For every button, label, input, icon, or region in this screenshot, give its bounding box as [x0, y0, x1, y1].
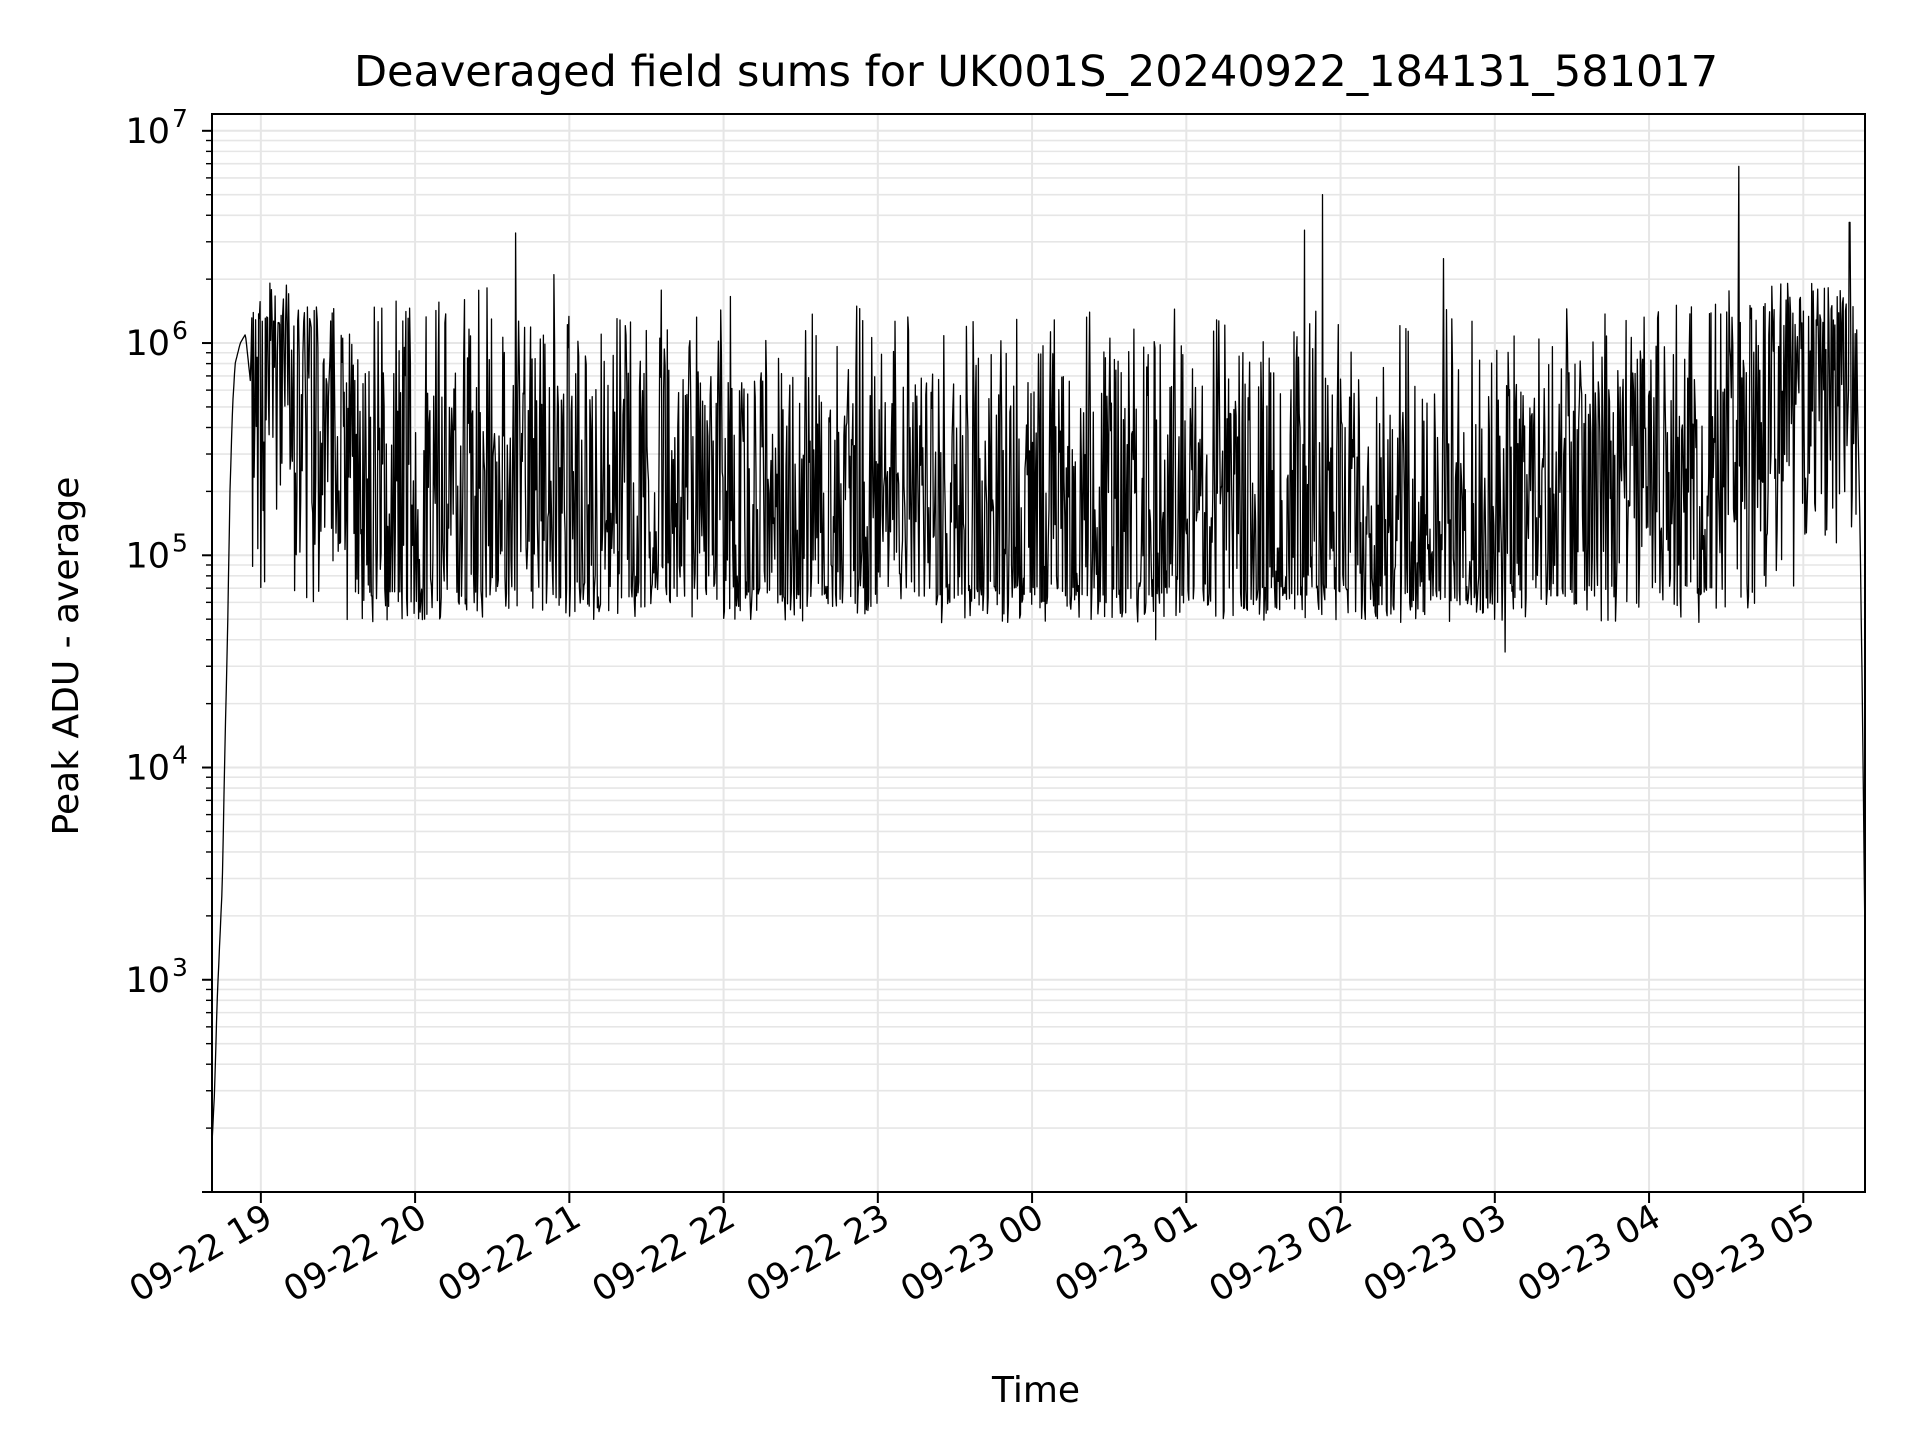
series-line [211, 165, 1866, 1144]
y-tick-label-base: 10 [125, 112, 170, 152]
y-tick-label-exponent: 3 [172, 953, 188, 982]
y-tick-label: 10 6 [125, 316, 187, 364]
y-tick-label-exponent: 7 [172, 104, 188, 133]
y-tick-label-exponent: 4 [172, 741, 188, 770]
chart-title: Deaveraged field sums for UK001S_2024092… [354, 47, 1718, 97]
y-tick-label-base: 10 [125, 961, 170, 1001]
y-axis-label: Peak ADU - average [46, 477, 87, 836]
y-tick-label-exponent: 5 [172, 528, 188, 557]
grid [212, 114, 1865, 1193]
y-tick-label-base: 10 [125, 536, 170, 576]
y-tick-label: 10 7 [125, 104, 187, 152]
x-axis-label: Time [991, 1370, 1080, 1411]
y-tick-label-exponent: 6 [172, 316, 188, 345]
y-tick-label: 10 3 [125, 953, 187, 1001]
y-tick-label-base: 10 [125, 324, 170, 364]
y-tick-label-base: 10 [125, 749, 170, 789]
y-tick-label: 10 4 [125, 741, 187, 789]
y-tick-label: 10 5 [125, 528, 187, 576]
plot-area [211, 165, 1866, 1144]
plot-frame [211, 113, 1866, 1193]
